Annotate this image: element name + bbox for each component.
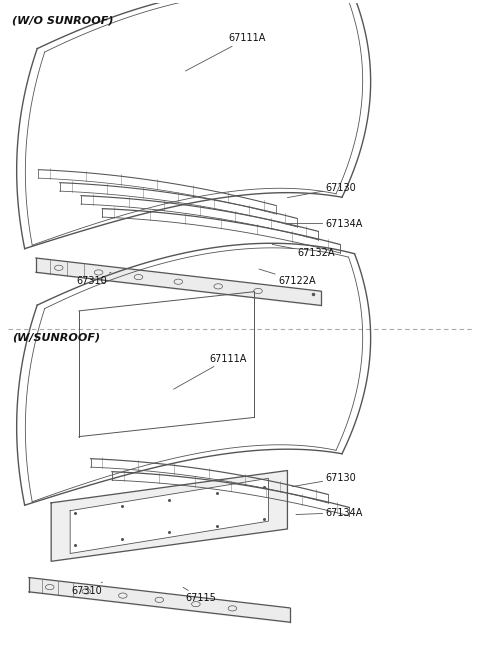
Text: 67132A: 67132A — [272, 244, 335, 258]
Text: 67310: 67310 — [72, 582, 102, 595]
Text: 67122A: 67122A — [259, 269, 315, 286]
Text: 67130: 67130 — [288, 183, 356, 198]
Text: (W/SUNROOF): (W/SUNROOF) — [12, 332, 100, 342]
Polygon shape — [51, 470, 288, 561]
Text: (W/O SUNROOF): (W/O SUNROOF) — [12, 16, 114, 26]
Text: 67310: 67310 — [76, 272, 111, 286]
Text: 67134A: 67134A — [296, 508, 363, 517]
Text: 67111A: 67111A — [174, 354, 247, 389]
Text: 67130: 67130 — [292, 473, 356, 487]
Polygon shape — [70, 478, 268, 553]
Text: 67111A: 67111A — [185, 33, 265, 71]
Text: 67134A: 67134A — [287, 219, 363, 229]
Text: 67115: 67115 — [183, 588, 216, 603]
